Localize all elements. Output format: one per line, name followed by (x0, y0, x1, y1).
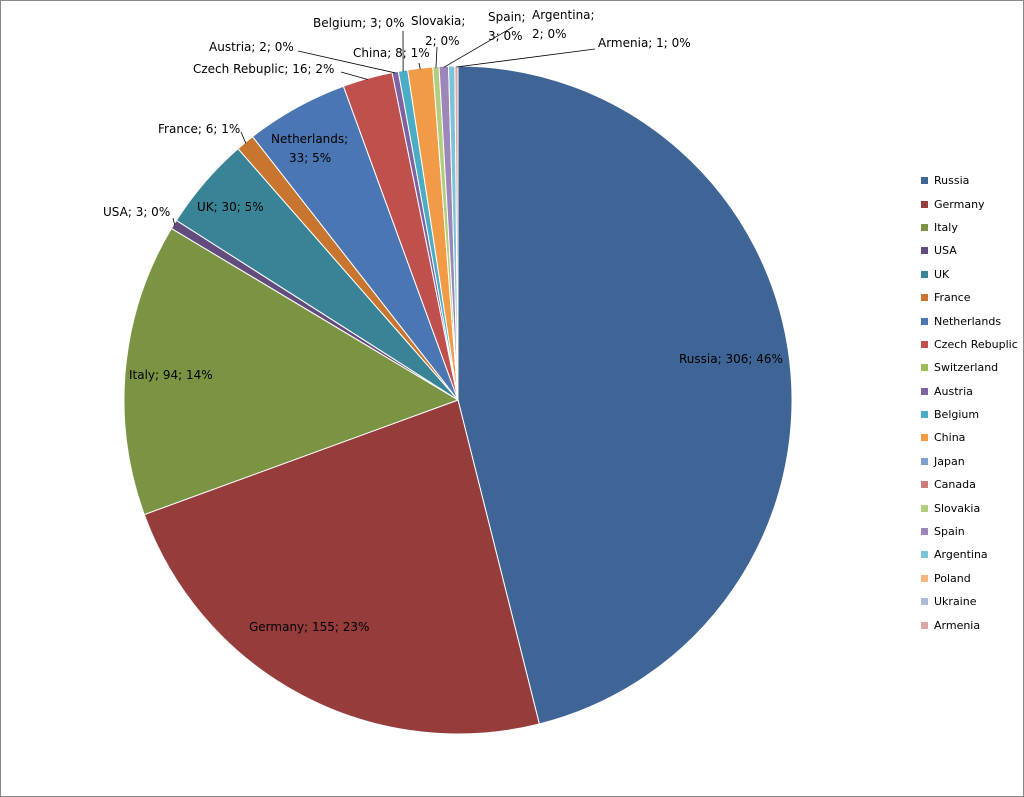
leader-line-armenia (456, 48, 596, 68)
legend-label: Belgium (934, 408, 980, 422)
legend-label: Canada (934, 478, 976, 492)
data-label-belgium: Belgium; 3; 0% (313, 16, 405, 30)
leader-line-china (418, 62, 421, 70)
data-label-italy: Italy; 94; 14% (129, 368, 213, 382)
data-label-china: China; 8; 1% (353, 46, 430, 60)
legend-item-belgium: Belgium (921, 403, 1021, 426)
legend-item-armenia: Armenia (921, 613, 1021, 636)
legend-swatch (921, 457, 928, 465)
data-label-germany: Germany; 155; 23% (249, 620, 369, 634)
legend-swatch (921, 621, 928, 629)
legend-label: Russia (934, 174, 970, 188)
slice-russia (457, 65, 793, 725)
legend-item-russia: Russia (921, 169, 1021, 192)
legend-swatch (921, 551, 928, 559)
legend-label: Argentina (934, 548, 988, 562)
data-label-argentina: Argentina; 2; 0% (532, 8, 595, 41)
legend-swatch (921, 247, 928, 255)
legend-item-italy: Italy (921, 216, 1021, 239)
legend-item-ukraine: Ukraine (921, 590, 1021, 613)
legend-item-germany: Germany (921, 192, 1021, 215)
data-label-uk: UK; 30; 5% (197, 200, 264, 214)
slice-germany (143, 399, 540, 735)
legend-swatch (921, 411, 928, 419)
slice-italy (123, 227, 460, 516)
legend: Russia Germany Italy USA UK France Netherlands… (921, 169, 1021, 637)
legend-label: Armenia (934, 618, 981, 632)
legend-item-spain: Spain (921, 520, 1021, 543)
legend-label: Czech Rebuplic (934, 337, 1018, 351)
legend-item-slovakia: Slovakia (921, 496, 1021, 519)
legend-label: Austria (934, 384, 973, 398)
data-label-france: France; 6; 1% (158, 122, 240, 136)
leader-line-france (240, 131, 247, 144)
legend-label: Poland (934, 571, 971, 585)
legend-item-netherlands: Netherlands (921, 309, 1021, 332)
legend-label: Switzerland (934, 361, 999, 375)
legend-swatch (921, 364, 928, 372)
legend-swatch (921, 317, 928, 325)
data-label-spain: Spain; 3; 0% (488, 10, 526, 43)
legend-swatch (921, 481, 928, 489)
legend-swatch (921, 294, 928, 302)
legend-item-uk: UK (921, 263, 1021, 286)
legend-label: Italy (934, 220, 958, 234)
legend-item-china: China (921, 426, 1021, 449)
data-label-netherlands: Netherlands; 33; 5% (271, 132, 348, 165)
legend-item-japan: Japan (921, 450, 1021, 473)
legend-item-argentina: Argentina (921, 543, 1021, 566)
legend-swatch (921, 340, 928, 348)
legend-swatch (921, 504, 928, 512)
data-label-usa: USA; 3; 0% (103, 205, 170, 219)
legend-swatch (921, 387, 928, 395)
legend-swatch (921, 434, 928, 442)
legend-label: China (934, 431, 966, 445)
legend-label: USA (934, 244, 957, 258)
legend-swatch (921, 200, 928, 208)
legend-label: Spain (934, 525, 965, 539)
legend-item-czech-rebuplic: Czech Rebuplic (921, 333, 1021, 356)
slice-armenia (454, 65, 459, 401)
legend-label: Germany (934, 197, 985, 211)
data-label-czech-rebuplic: Czech Rebuplic; 16; 2% (193, 62, 334, 76)
legend-swatch (921, 270, 928, 278)
legend-item-canada: Canada (921, 473, 1021, 496)
leader-line-slovakia (435, 46, 438, 68)
legend-label: Netherlands (934, 314, 1002, 328)
legend-item-france: France (921, 286, 1021, 309)
legend-swatch (921, 223, 928, 231)
legend-item-usa: USA (921, 239, 1021, 262)
legend-label: Slovakia (934, 501, 981, 515)
legend-label: Japan (934, 454, 965, 468)
data-label-russia: Russia; 306; 46% (679, 352, 783, 366)
legend-item-poland: Poland (921, 567, 1021, 590)
legend-item-switzerland: Switzerland (921, 356, 1021, 379)
data-label-slovakia: Slovakia; 2; 0% (411, 14, 465, 48)
legend-label: UK (934, 267, 950, 281)
leader-line-usa (172, 217, 176, 226)
legend-swatch (921, 574, 928, 582)
legend-swatch (921, 528, 928, 536)
legend-item-austria: Austria (921, 380, 1021, 403)
data-label-armenia: Armenia; 1; 0% (598, 36, 691, 50)
legend-label: Ukraine (934, 595, 977, 609)
data-label-austria: Austria; 2; 0% (209, 40, 294, 54)
leader-line-austria (297, 50, 396, 74)
leader-line-czech-rebuplic (340, 71, 368, 80)
leader-line-spain (443, 26, 514, 68)
legend-swatch (921, 177, 928, 185)
legend-label: France (934, 291, 971, 305)
legend-swatch (921, 598, 928, 606)
